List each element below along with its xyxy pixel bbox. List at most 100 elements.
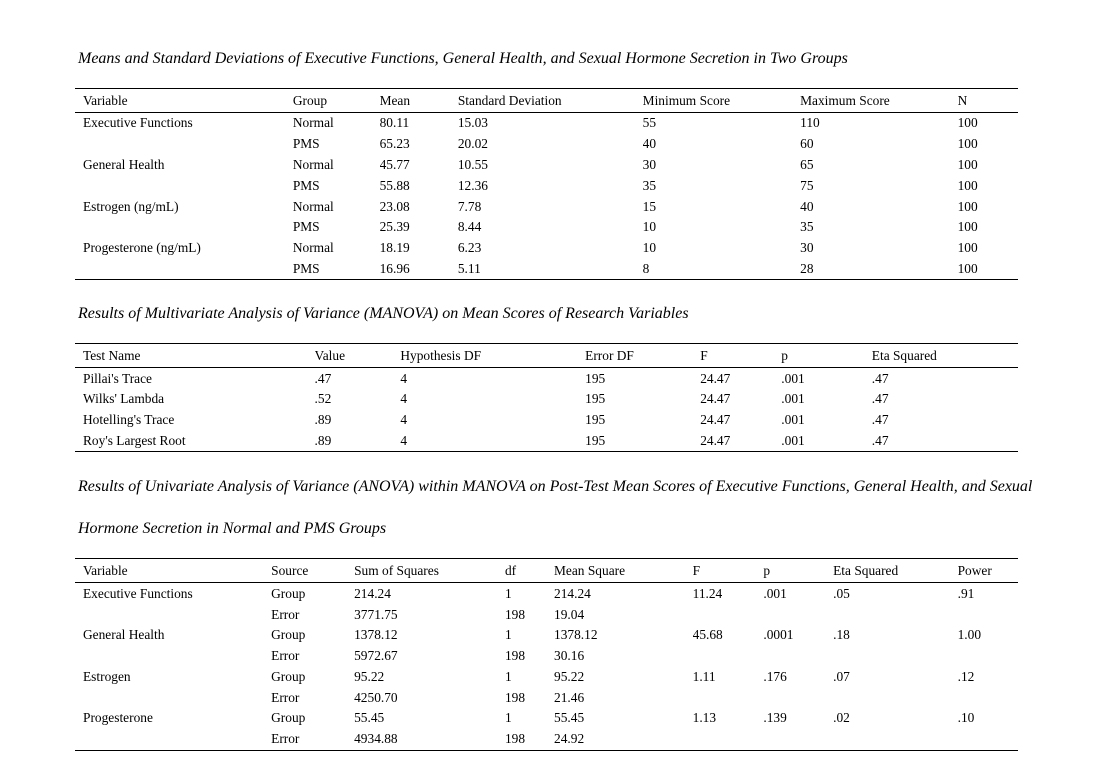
table-cell: Estrogen (83, 668, 131, 684)
table-row: Executive Functions Group 214.24 1 214.24 11.… (75, 583, 1018, 604)
table-cell: 30 (642, 156, 657, 172)
table-cell: 1 (504, 710, 512, 726)
table-cell: 25.39 (379, 219, 410, 235)
table-cell: 55.88 (379, 177, 410, 193)
table-cell: Normal (292, 198, 334, 214)
table-cell: 110 (800, 115, 820, 131)
table-cell: 1.13 (692, 710, 717, 726)
table-cell: 21.46 (554, 689, 585, 705)
table-cell (693, 604, 764, 625)
table-cell: Group (271, 668, 306, 684)
table-cell: .12 (957, 668, 975, 684)
table-row: Hotelling's Trace .89 4 195 24.47 .001 .47 (75, 410, 1018, 431)
table-caption-manova: Results of Multivariate Analysis of Vari… (78, 305, 689, 323)
means-sd-table: Variable Group Mean Standard Deviation Minim… (75, 88, 1018, 281)
table-cell: Error (271, 648, 300, 664)
table-cell: Error (271, 689, 300, 705)
section-manova: Results of Multivariate Analysis of Vari… (75, 293, 1018, 453)
table-cell: 60 (800, 136, 814, 152)
table-cell: 5.11 (457, 260, 481, 276)
table-cell: .18 (833, 627, 850, 643)
table-cell: 198 (504, 606, 526, 622)
column-header: Sum of Squares (354, 558, 505, 584)
table-cell: 8.44 (457, 219, 482, 235)
table-cell: 40 (642, 136, 657, 152)
table-row: Roy's Largest Root .89 4 195 24.47 .001 .47 (75, 431, 1018, 452)
column-header: p (763, 558, 834, 584)
table-cell: 10 (642, 219, 657, 235)
table-cell: 4 (400, 432, 408, 448)
table-row: Error 4934.88 198 24.92 (75, 729, 1018, 750)
table-cell: 19.04 (554, 606, 585, 622)
table-cell: .176 (763, 668, 787, 684)
table-cell: 100 (957, 115, 978, 131)
table-cell: PMS (292, 260, 320, 276)
table-cell: Group (271, 627, 306, 643)
column-header: Minimum Score (642, 88, 801, 113)
table-cell: 195 (585, 412, 606, 428)
column-header: Variable (75, 558, 272, 584)
table-cell (75, 175, 293, 196)
table-cell: 28 (800, 260, 814, 276)
table-cell: 45.68 (692, 627, 723, 643)
table-row: Estrogen Group 95.22 1 95.22 1.11 .176 .07 .12 (75, 667, 1018, 688)
table-header-row: Variable Source Sum of Squares df Mean Squar… (75, 558, 1018, 584)
table-row: General Health Group 1378.12 1 1378.12 45.68.… (75, 625, 1018, 646)
table-cell: 214.24 (554, 585, 591, 601)
table-cell: General Health (83, 627, 165, 643)
table-cell: 5972.67 (354, 648, 398, 664)
table-cell: .47 (871, 370, 889, 386)
table-cell: 80.11 (379, 115, 410, 131)
table-cell: Normal (292, 156, 334, 172)
table-row: Error 3771.75 198 19.04 (75, 604, 1018, 625)
table-cell: 55.45 (554, 710, 585, 726)
table-cell: 10 (642, 240, 657, 256)
table-cell (693, 646, 764, 667)
table-cell (75, 258, 293, 279)
table-cell: .001 (781, 391, 805, 407)
table-cell: 24.47 (700, 391, 731, 407)
table-cell: Progesterone (83, 710, 153, 726)
table-row: PMS 65.23 20.02 40 60 100 (75, 134, 1018, 155)
table-cell: 24.92 (554, 731, 585, 747)
anova-table: Variable Source Sum of Squares df Mean Squar… (75, 558, 1018, 751)
table-cell: 24.47 (700, 412, 731, 428)
table-cell: .10 (957, 710, 975, 726)
table-cell: 20.02 (457, 136, 488, 152)
table-cell: 195 (585, 432, 606, 448)
column-header: p (781, 343, 872, 369)
table-cell: 4934.88 (354, 731, 398, 747)
table-cell: PMS (292, 219, 320, 235)
section-anova: Results of Univariate Analysis of Varian… (75, 466, 1032, 751)
table-cell: .47 (871, 412, 889, 428)
table-cell: 24.47 (700, 370, 731, 386)
table-cell: Error (271, 606, 300, 622)
table-cell: 1 (504, 627, 512, 643)
table-row: Executive Functions Normal 80.11 15.03 55 110… (75, 113, 1018, 134)
table-cell: 15 (642, 198, 657, 214)
table-cell (833, 687, 957, 708)
table-cell: 1378.12 (354, 627, 398, 643)
table-cell: 30 (800, 240, 814, 256)
table-cell: 40 (800, 198, 814, 214)
table-cell (75, 217, 293, 238)
table-cell: 198 (504, 731, 526, 747)
table-cell (833, 729, 957, 750)
table-cell: Wilks' Lambda (83, 391, 165, 407)
table-cell: 100 (957, 240, 978, 256)
column-header: Mean (379, 88, 458, 113)
table-cell (763, 687, 833, 708)
table-cell: 1.00 (957, 627, 982, 643)
table-cell: Pillai's Trace (83, 370, 152, 386)
table-cell: .47 (314, 370, 332, 386)
table-cell (75, 687, 271, 708)
table-cell: 7.78 (457, 198, 482, 214)
table-cell: .89 (314, 412, 332, 428)
table-cell: Executive Functions (83, 115, 193, 131)
table-cell: PMS (292, 136, 320, 152)
table-cell: 75 (800, 177, 814, 193)
table-cell: .91 (957, 585, 975, 601)
table-cell: .0001 (763, 627, 794, 643)
table-cell: 4250.70 (354, 689, 398, 705)
column-header: F (700, 343, 782, 369)
